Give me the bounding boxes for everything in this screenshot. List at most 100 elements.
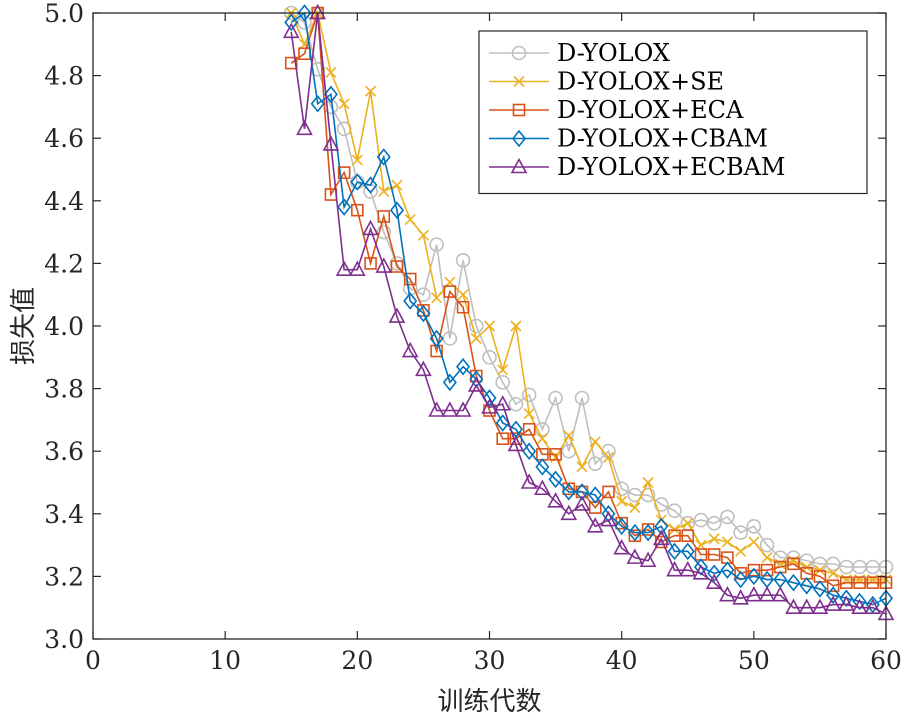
data-point-d-yolox-ecbam bbox=[824, 595, 842, 611]
axis-ticks: 0 10 20 30 40 50 60 3.0 3.2 3.4 3.6 3.8 4.0 4.2 4.4 4.6… bbox=[44, 0, 902, 675]
data-point-d-yolox-cbam bbox=[733, 570, 748, 589]
data-point-d-yolox-cbam bbox=[297, 4, 312, 22]
data-point-d-yolox-ecbam bbox=[838, 595, 855, 611]
legend-marker bbox=[510, 157, 528, 174]
data-point-d-yolox-se bbox=[457, 289, 469, 301]
legend-item: D-YOLOX+ECBAM bbox=[489, 153, 786, 181]
data-point-d-yolox-se bbox=[827, 567, 839, 579]
data-point-d-yolox-ecbam bbox=[573, 495, 591, 511]
data-point-d-yolox-cbam bbox=[654, 517, 669, 536]
series-d-yolox-cbam bbox=[284, 4, 894, 614]
legend-label: D-YOLOX+SE bbox=[557, 68, 724, 96]
series-layer bbox=[282, 3, 895, 621]
data-point-d-yolox-cbam bbox=[826, 586, 841, 604]
data-point-d-yolox-cbam bbox=[720, 561, 735, 579]
data-point-d-yolox-ecbam bbox=[520, 473, 538, 489]
data-point-d-yolox-ecbam bbox=[415, 360, 432, 377]
data-point-d-yolox-cbam bbox=[839, 589, 854, 608]
data-point-d-yolox-cbam bbox=[337, 198, 352, 216]
data-point-d-yolox-eca bbox=[337, 166, 351, 179]
data-point-d-yolox bbox=[720, 509, 735, 525]
data-point-d-yolox-eca bbox=[443, 285, 457, 298]
data-point-d-yolox-ecbam bbox=[534, 479, 551, 496]
data-point-d-yolox-cbam bbox=[865, 595, 880, 614]
data-point-d-yolox bbox=[667, 503, 682, 518]
data-point-d-yolox-ecbam bbox=[296, 119, 313, 136]
data-point-d-yolox bbox=[376, 224, 392, 240]
legend-marker bbox=[511, 45, 527, 61]
data-point-d-yolox-cbam bbox=[284, 13, 299, 32]
data-point-d-yolox-se bbox=[351, 154, 363, 166]
data-point-d-yolox-cbam bbox=[548, 470, 563, 489]
data-point-d-yolox-eca bbox=[549, 448, 562, 461]
data-point-d-yolox-cbam bbox=[588, 486, 603, 504]
data-point-d-yolox-ecbam bbox=[388, 307, 406, 323]
data-point-d-yolox-eca bbox=[840, 576, 853, 589]
data-point-d-yolox-se bbox=[510, 320, 522, 332]
data-point-d-yolox-cbam bbox=[667, 542, 682, 561]
data-point-d-yolox-ecbam bbox=[639, 551, 657, 568]
data-point-d-yolox-se bbox=[642, 476, 654, 489]
y-tick-label: 4.8 bbox=[44, 62, 84, 91]
data-point-d-yolox-ecbam bbox=[626, 548, 644, 564]
data-point-d-yolox-eca bbox=[377, 210, 391, 223]
data-point-d-yolox-cbam bbox=[627, 523, 642, 542]
data-point-d-yolox-cbam bbox=[614, 517, 629, 536]
data-point-d-yolox-eca bbox=[403, 272, 417, 286]
data-point-d-yolox-cbam bbox=[574, 483, 590, 501]
x-tick-label: 20 bbox=[341, 646, 373, 675]
data-point-d-yolox-se bbox=[576, 461, 588, 473]
legend-marker bbox=[511, 129, 527, 148]
data-point-d-yolox-cbam bbox=[561, 483, 576, 501]
y-tick-label: 4.6 bbox=[44, 124, 84, 153]
data-point-d-yolox-se bbox=[417, 229, 429, 241]
series-d-yolox-se bbox=[285, 7, 892, 586]
data-point-d-yolox-ecbam bbox=[401, 341, 419, 358]
data-point-d-yolox-se bbox=[629, 501, 641, 514]
y-tick-label: 4.0 bbox=[44, 312, 84, 341]
legend: D-YOLOXD-YOLOX+SED-YOLOX+ECAD-YOLOX+CBAM… bbox=[478, 30, 868, 195]
data-point-d-yolox-se bbox=[364, 85, 377, 97]
y-tick-label: 3.0 bbox=[44, 625, 84, 654]
data-point-d-yolox-ecbam bbox=[335, 260, 353, 276]
data-point-d-yolox-cbam bbox=[799, 577, 814, 595]
data-point-d-yolox bbox=[455, 252, 471, 268]
data-point-d-yolox bbox=[825, 556, 841, 572]
y-tick-label: 3.8 bbox=[44, 375, 84, 404]
data-point-d-yolox-ecbam bbox=[494, 395, 512, 411]
legend-marker bbox=[513, 75, 525, 88]
data-point-d-yolox-eca bbox=[390, 260, 404, 273]
data-point-d-yolox-eca bbox=[681, 529, 695, 543]
data-point-d-yolox-cbam bbox=[482, 389, 497, 407]
x-tick-label: 10 bbox=[209, 646, 241, 675]
data-point-d-yolox bbox=[693, 512, 709, 528]
data-point-d-yolox-ecbam bbox=[348, 260, 366, 276]
data-point-d-yolox bbox=[402, 281, 418, 296]
data-point-d-yolox-se bbox=[682, 517, 694, 529]
data-point-d-yolox-cbam bbox=[456, 357, 471, 376]
data-point-d-yolox-ecbam bbox=[745, 585, 763, 602]
y-axis-title: 损失值 bbox=[9, 287, 39, 365]
data-point-d-yolox-se bbox=[523, 408, 535, 420]
data-point-d-yolox-se bbox=[497, 364, 509, 376]
series-line-d-yolox-se bbox=[290, 10, 886, 581]
x-tick-label: 40 bbox=[606, 646, 638, 675]
series-line-d-yolox-cbam bbox=[290, 11, 887, 606]
data-point-d-yolox-ecbam bbox=[785, 598, 802, 615]
data-point-d-yolox-se bbox=[404, 214, 416, 226]
legend-label: D-YOLOX+ECA bbox=[557, 96, 744, 124]
data-point-d-yolox-eca bbox=[853, 576, 866, 589]
data-point-d-yolox-ecbam bbox=[811, 598, 829, 615]
data-point-d-yolox bbox=[468, 318, 484, 334]
data-point-d-yolox-ecbam bbox=[362, 219, 379, 236]
data-point-d-yolox-cbam bbox=[416, 304, 431, 323]
data-point-d-yolox-cbam bbox=[442, 373, 457, 392]
x-tick-label: 30 bbox=[474, 646, 506, 675]
data-point-d-yolox-eca bbox=[522, 422, 536, 436]
data-point-d-yolox-ecbam bbox=[586, 517, 604, 533]
data-point-d-yolox-ecbam bbox=[851, 598, 868, 615]
data-point-d-yolox-se bbox=[536, 433, 548, 445]
data-point-d-yolox bbox=[521, 387, 537, 403]
data-point-d-yolox-ecbam bbox=[322, 135, 340, 151]
